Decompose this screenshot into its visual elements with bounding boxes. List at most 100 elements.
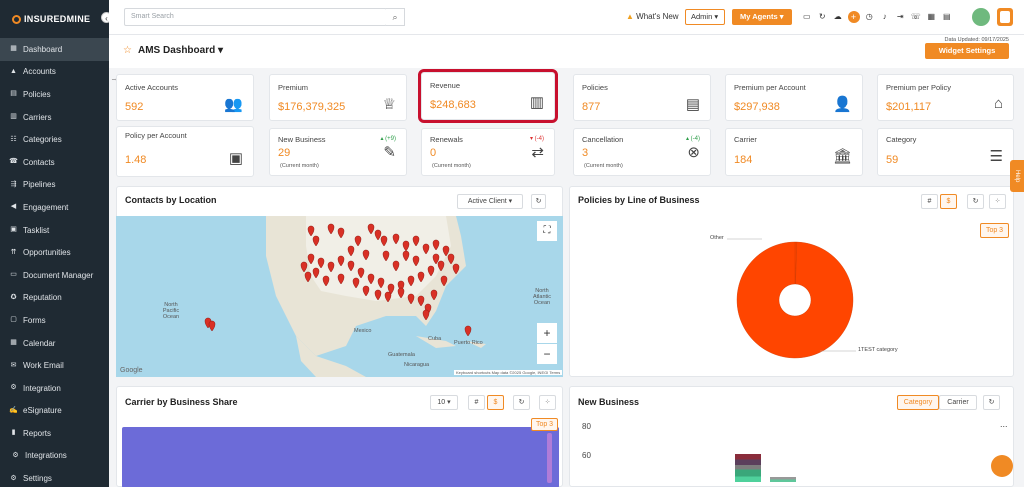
sidebar-item-accounts[interactable]: ▲ Accounts bbox=[0, 61, 109, 84]
map-pin[interactable] bbox=[407, 293, 415, 305]
map-pin[interactable] bbox=[417, 271, 425, 283]
map-pin[interactable] bbox=[384, 291, 392, 303]
page-title[interactable]: ☆ AMS Dashboard ▾ bbox=[123, 45, 224, 56]
kpi-carrier[interactable]: Carrier 184 🏛 bbox=[725, 128, 863, 176]
map-pin[interactable] bbox=[430, 289, 438, 301]
map-pin[interactable] bbox=[407, 275, 415, 287]
map-attribution[interactable]: Keyboard shortcuts Map data ©2025 Google… bbox=[454, 370, 563, 375]
map-pin[interactable] bbox=[337, 273, 345, 285]
refresh-icon[interactable]: ↻ bbox=[513, 395, 530, 410]
refresh-icon[interactable]: ↻ bbox=[818, 12, 826, 21]
add-icon[interactable]: + bbox=[847, 11, 860, 23]
kpi-cancellation[interactable]: Cancellation ▴ (-4) 3 (Current month) ⊗ bbox=[573, 128, 711, 176]
map-pin[interactable] bbox=[427, 265, 435, 277]
chat-icon[interactable] bbox=[991, 455, 1013, 477]
tab-carrier[interactable]: Carrier bbox=[939, 395, 977, 410]
sidebar-item-reports[interactable]: ▮ Reports bbox=[0, 422, 109, 445]
map-pin[interactable] bbox=[367, 223, 375, 235]
map-pin[interactable] bbox=[447, 253, 455, 265]
clock-icon[interactable]: ◷ bbox=[865, 12, 873, 21]
sidebar-item-calendar[interactable]: ▦ Calendar bbox=[0, 332, 109, 355]
sidebar-item-integration[interactable]: ⚙ Integration bbox=[0, 377, 109, 400]
map-pin[interactable] bbox=[307, 225, 315, 237]
kpi-policy-per-account[interactable]: Policy per Account 1.48 ▣ bbox=[116, 126, 254, 177]
bell-icon[interactable]: ♪ bbox=[882, 12, 887, 21]
map-pin[interactable] bbox=[367, 273, 375, 285]
more-icon[interactable]: ... bbox=[1000, 419, 1008, 429]
sidebar-item-contacts[interactable]: ☎ Contacts bbox=[0, 151, 109, 174]
sidebar-item-tasklist[interactable]: ▣ Tasklist bbox=[0, 219, 109, 242]
sidebar-item-dashboard[interactable]: ▦ Dashboard bbox=[0, 38, 109, 61]
pie-slice[interactable] bbox=[736, 241, 854, 359]
top-n-badge[interactable]: Top 3 bbox=[531, 418, 558, 431]
map-pin[interactable] bbox=[300, 261, 308, 273]
map-pin[interactable] bbox=[422, 309, 430, 321]
map-pin[interactable] bbox=[412, 255, 420, 267]
kpi-active-accounts[interactable]: Active Accounts 592 👥 bbox=[116, 74, 254, 121]
my-agents-button[interactable]: My Agents ▾ bbox=[732, 9, 792, 25]
fullscreen-icon[interactable]: ⛶ bbox=[537, 221, 557, 241]
map-pin[interactable] bbox=[347, 260, 355, 272]
map-pin[interactable] bbox=[327, 223, 335, 235]
map-pin[interactable] bbox=[347, 245, 355, 257]
map-pin[interactable] bbox=[208, 320, 216, 332]
kpi-revenue[interactable]: Revenue $248,683 ▥ bbox=[418, 69, 558, 123]
contacts-map[interactable]: North Pacific Ocean North Atlantic Ocean… bbox=[116, 216, 563, 377]
map-pin[interactable] bbox=[380, 235, 388, 247]
map-pin[interactable] bbox=[312, 235, 320, 247]
kpi-renewals[interactable]: Renewals ▾ (-4) 0 (Current month) ⇄ bbox=[421, 128, 555, 176]
refresh-icon[interactable]: ↻ bbox=[967, 194, 984, 209]
sidebar-item-engagement[interactable]: ◀ Engagement bbox=[0, 196, 109, 219]
admin-select[interactable]: Admin ▾ bbox=[685, 9, 725, 25]
treemap-block[interactable] bbox=[122, 427, 559, 487]
map-pin[interactable] bbox=[432, 239, 440, 251]
map-pin[interactable] bbox=[312, 267, 320, 279]
top-n-badge[interactable]: Top 3 bbox=[980, 223, 1009, 238]
map-pin[interactable] bbox=[397, 287, 405, 299]
widget-settings-button[interactable]: Widget Settings bbox=[925, 43, 1009, 59]
app-logo[interactable]: INSUREDMINE bbox=[0, 0, 109, 38]
small-bar[interactable] bbox=[770, 477, 796, 482]
sidebar-item-carriers[interactable]: ▥ Carriers bbox=[0, 106, 109, 129]
treemap-scrollbar[interactable] bbox=[547, 433, 552, 483]
search-input[interactable]: Smart Search bbox=[124, 8, 387, 26]
sidebar-item-reputation[interactable]: ✪ Reputation bbox=[0, 287, 109, 310]
map-pin[interactable] bbox=[337, 227, 345, 239]
map-pin[interactable] bbox=[374, 289, 382, 301]
kpi-category[interactable]: Category 59 ☰ bbox=[877, 128, 1014, 176]
calculator-icon[interactable]: ▤ bbox=[942, 12, 951, 21]
map-pin[interactable] bbox=[412, 235, 420, 247]
count-toggle[interactable]: # bbox=[468, 395, 485, 410]
refresh-icon[interactable]: ↻ bbox=[531, 194, 546, 209]
chip-icon[interactable]: ▦ bbox=[927, 12, 936, 21]
expand-arrow-icon[interactable]: → bbox=[110, 73, 119, 83]
map-pin[interactable] bbox=[440, 275, 448, 287]
map-pin[interactable] bbox=[362, 285, 370, 297]
avatar[interactable] bbox=[972, 8, 990, 26]
sidebar-item-esignature[interactable]: ✍ eSignature bbox=[0, 400, 109, 423]
map-pin[interactable] bbox=[432, 253, 440, 265]
map-pin[interactable] bbox=[317, 257, 325, 269]
map-pin[interactable] bbox=[377, 277, 385, 289]
map-pin[interactable] bbox=[337, 255, 345, 267]
whats-new-link[interactable]: ▲ What's New bbox=[626, 12, 679, 21]
map-pin[interactable] bbox=[387, 283, 395, 295]
map-pin[interactable] bbox=[442, 245, 450, 257]
expand-icon[interactable]: ⁘ bbox=[989, 194, 1006, 209]
kpi-premium-per-account[interactable]: Premium per Account $297,938 👤 bbox=[725, 74, 863, 121]
kpi-premium[interactable]: Premium $176,379,325 ♕ bbox=[269, 74, 407, 121]
amount-toggle[interactable]: $ bbox=[487, 395, 504, 410]
screen-icon[interactable]: ▭ bbox=[802, 12, 811, 21]
map-pin[interactable] bbox=[362, 249, 370, 261]
zoom-in-button[interactable]: + bbox=[537, 323, 557, 343]
star-icon[interactable]: ☆ bbox=[123, 45, 132, 56]
zoom-out-button[interactable]: − bbox=[537, 344, 557, 364]
amount-toggle[interactable]: $ bbox=[940, 194, 957, 209]
sidebar-item-forms[interactable]: ▢ Forms bbox=[0, 309, 109, 332]
refresh-icon[interactable]: ↻ bbox=[983, 395, 1000, 410]
sidebar-item-integrations[interactable]: ⚙ Integrations bbox=[0, 445, 109, 468]
kpi-new-business[interactable]: New Business ▴ (+9) 29 (Current month) ✎ bbox=[269, 128, 407, 176]
sidebar-item-document-manager[interactable]: ▭ Document Manager bbox=[0, 264, 109, 287]
map-pin[interactable] bbox=[417, 295, 425, 307]
expand-icon[interactable]: ⁘ bbox=[539, 395, 556, 410]
